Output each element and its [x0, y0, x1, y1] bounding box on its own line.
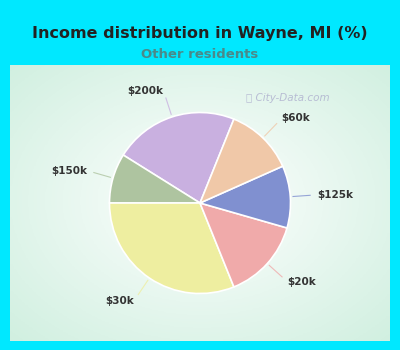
Text: $20k: $20k [288, 277, 316, 287]
Wedge shape [110, 203, 234, 294]
Text: $30k: $30k [106, 295, 134, 306]
Wedge shape [200, 119, 283, 203]
Text: ⓘ City-Data.com: ⓘ City-Data.com [246, 93, 329, 103]
Text: $200k: $200k [128, 86, 164, 96]
Text: $150k: $150k [51, 166, 87, 176]
Text: $125k: $125k [317, 190, 353, 200]
Text: Other residents: Other residents [141, 48, 259, 61]
Wedge shape [200, 203, 287, 287]
Wedge shape [123, 112, 234, 203]
Text: $60k: $60k [282, 113, 310, 123]
Text: Income distribution in Wayne, MI (%): Income distribution in Wayne, MI (%) [32, 26, 368, 41]
Wedge shape [110, 155, 200, 203]
Wedge shape [200, 166, 290, 228]
